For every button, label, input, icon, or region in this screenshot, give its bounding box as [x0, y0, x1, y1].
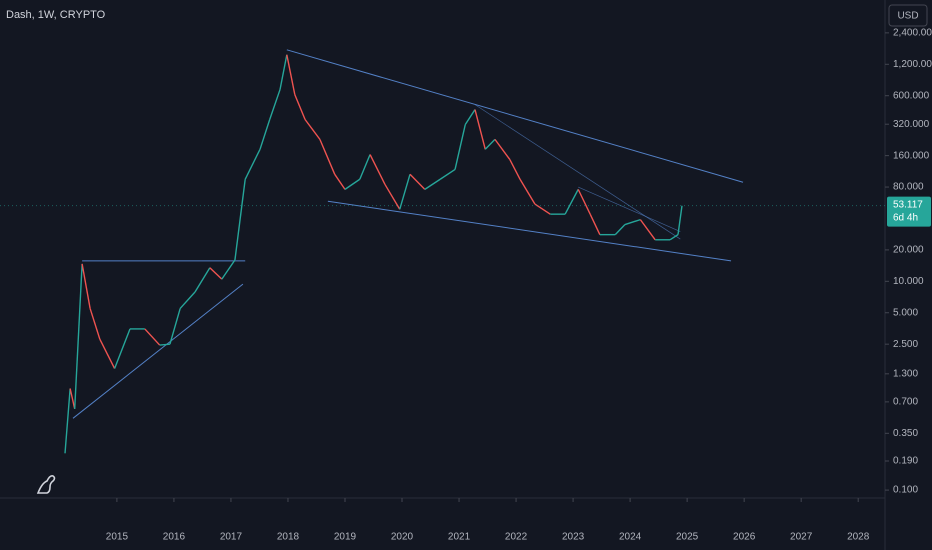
x-tick-label: 2028: [847, 532, 870, 543]
price-segment: [614, 224, 626, 236]
y-tick-label: 1.300: [893, 368, 918, 379]
y-tick-label: 160.000: [893, 150, 930, 161]
x-tick-label: 2025: [676, 532, 699, 543]
price-segment: [279, 54, 288, 90]
y-tick-label: 320.000: [893, 119, 930, 130]
y-tick-label: 2.500: [893, 339, 918, 350]
price-segment: [384, 183, 401, 210]
y-tick-label: 10.000: [893, 276, 924, 287]
price-segment: [344, 178, 361, 190]
price-segment: [304, 119, 321, 140]
x-tick-label: 2015: [106, 532, 129, 543]
last-price-badge: [887, 196, 931, 227]
price-segment: [259, 119, 271, 150]
price-segment: [221, 259, 236, 280]
x-tick-label: 2016: [163, 532, 186, 543]
price-segment: [159, 343, 170, 346]
x-tick-label: 2027: [790, 532, 813, 543]
price-segment: [269, 89, 281, 120]
x-tick-label: 2023: [562, 532, 585, 543]
price-segment: [209, 267, 223, 280]
price-segment: [494, 138, 511, 160]
y-tick-label: 20.000: [893, 245, 924, 256]
price-segment: [519, 178, 536, 205]
price-segment: [639, 219, 656, 241]
price-segment: [89, 308, 101, 340]
price-segment: [464, 109, 476, 125]
price-segment: [74, 263, 83, 409]
price-segment: [439, 168, 456, 180]
price-segment: [99, 338, 116, 369]
price-segment: [677, 205, 683, 235]
price-segment: [144, 328, 161, 346]
price-segment: [564, 189, 579, 215]
price-segment: [484, 138, 496, 150]
y-tick-label: 5.000: [893, 307, 918, 318]
trendline: [72, 283, 244, 419]
logo-shape: [36, 475, 56, 494]
x-tick-label: 2020: [391, 532, 414, 543]
price-segment: [624, 218, 641, 226]
price-segment: [589, 213, 601, 235]
price-segment: [319, 139, 336, 175]
trendline: [578, 186, 681, 232]
y-tick-label: 1,200.000: [893, 59, 932, 70]
price-segment: [669, 234, 679, 241]
x-tick-label: 2026: [733, 532, 756, 543]
price-segment: [64, 388, 71, 454]
price-segment: [369, 154, 386, 185]
price-segment: [359, 154, 371, 180]
price-segment: [424, 178, 441, 190]
price-segment: [69, 388, 76, 410]
price-segment: [474, 109, 486, 150]
last-price-label: 53.117: [893, 199, 923, 210]
price-segment: [534, 203, 551, 215]
y-tick-label: 0.190: [893, 456, 918, 467]
currency-button[interactable]: [888, 4, 928, 27]
y-tick-label: 0.100: [893, 485, 918, 496]
y-tick-label: 0.700: [893, 397, 918, 408]
price-segment: [409, 173, 426, 190]
y-tick-label: 600.000: [893, 90, 930, 101]
y-tick-label: 80.000: [893, 182, 924, 193]
trendline: [327, 200, 732, 262]
price-segment: [169, 308, 181, 345]
chart-title: Dash, 1W, CRYPTO: [6, 9, 106, 21]
x-tick-label: 2024: [619, 532, 642, 543]
price-segment: [334, 173, 346, 190]
price-segment: [286, 54, 296, 95]
y-tick-label: 2,400.000: [893, 28, 932, 39]
price-segment: [81, 263, 91, 309]
x-tick-label: 2018: [277, 532, 300, 543]
x-tick-label: 2022: [505, 532, 528, 543]
price-segment: [179, 291, 196, 309]
price-segment: [399, 174, 411, 210]
x-tick-label: 2021: [448, 532, 471, 543]
price-segment: [294, 94, 306, 120]
x-tick-label: 2017: [220, 532, 243, 543]
y-tick-label: 0.350: [893, 428, 918, 439]
price-segment: [577, 189, 591, 215]
currency-label[interactable]: USD: [897, 11, 918, 22]
logo: [36, 475, 56, 494]
price-segment: [509, 159, 521, 180]
countdown-label: 6d 4h: [893, 212, 918, 223]
price-segment: [454, 124, 466, 170]
price-segment: [234, 179, 246, 261]
price-segment: [113, 328, 131, 369]
price-segment: [194, 267, 211, 293]
x-tick-label: 2019: [334, 532, 357, 543]
price-segment: [244, 148, 261, 180]
trendline: [286, 49, 744, 183]
